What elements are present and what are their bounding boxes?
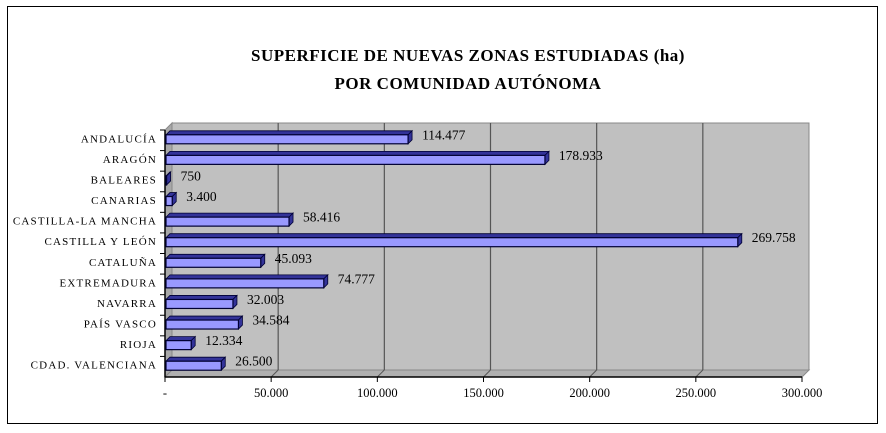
x-tick-label: - <box>163 386 167 400</box>
data-label: 58.416 <box>303 210 340 225</box>
data-label: 269.758 <box>752 230 796 245</box>
x-tick-label: 50.000 <box>254 386 288 400</box>
data-label: 26.500 <box>235 354 272 369</box>
data-label: 750 <box>181 168 202 183</box>
bar-top <box>165 233 743 239</box>
category-label: RIOJA <box>120 339 157 351</box>
bar <box>165 195 173 207</box>
bar <box>165 154 546 165</box>
bar <box>165 257 262 268</box>
gridline-floor <box>270 369 279 378</box>
gridline-floor <box>376 369 385 378</box>
chart-frame <box>7 6 878 424</box>
bar-top <box>165 274 329 280</box>
bar <box>165 298 234 310</box>
data-label: 178.933 <box>559 148 603 163</box>
bar-top <box>165 212 295 218</box>
bar <box>165 278 325 289</box>
category-label: CDAD. VALENCIANA <box>31 360 157 372</box>
data-label: 45.093 <box>275 251 312 266</box>
x-tick-label: 250.000 <box>676 386 717 400</box>
x-tick-label: 200.000 <box>569 386 610 400</box>
data-label: 114.477 <box>422 127 466 142</box>
bar <box>165 360 222 371</box>
chart-title-line-2: POR COMUNIDAD AUTÓNOMA <box>335 74 602 93</box>
category-label: CATALUÑA <box>89 257 157 269</box>
x-tick-label: 300.000 <box>782 386 823 400</box>
gridline-floor <box>695 369 704 378</box>
category-label: CANARIAS <box>91 195 157 207</box>
bar-top <box>165 315 244 321</box>
category-label: NAVARRA <box>97 298 157 310</box>
data-label: 74.777 <box>338 271 375 286</box>
bar-top <box>165 150 550 156</box>
bar-top <box>165 253 266 259</box>
bar <box>165 216 290 227</box>
x-tick-label: 100.000 <box>357 386 398 400</box>
bar <box>165 175 168 186</box>
bar-top <box>165 130 414 136</box>
category-label: CASTILLA Y LEÓN <box>44 236 157 248</box>
data-label: 34.584 <box>252 313 289 328</box>
category-label: BALEARES <box>91 174 157 186</box>
category-label: EXTREMADURA <box>59 277 157 289</box>
bar <box>165 319 240 330</box>
chart-title-line-1: SUPERFICIE DE NUEVAS ZONAS ESTUDIADAS (h… <box>251 46 685 65</box>
data-label: 32.003 <box>247 292 284 307</box>
bar <box>165 237 739 248</box>
category-label: ARAGÓN <box>103 154 157 166</box>
category-label: PAÍS VASCO <box>84 319 157 331</box>
gridline-floor <box>483 369 491 378</box>
bar <box>165 134 409 145</box>
bar-top <box>165 336 197 342</box>
data-label: 12.334 <box>205 333 242 348</box>
bar <box>165 340 192 351</box>
gridline-floor <box>589 369 598 378</box>
bar-top <box>165 295 238 300</box>
data-label: 3.400 <box>186 189 217 204</box>
category-label: ANDALUCÍA <box>81 133 157 145</box>
category-label: CASTILLA-LA MANCHA <box>13 216 157 228</box>
bar-top <box>165 356 227 362</box>
x-tick-label: 150.000 <box>463 386 504 400</box>
